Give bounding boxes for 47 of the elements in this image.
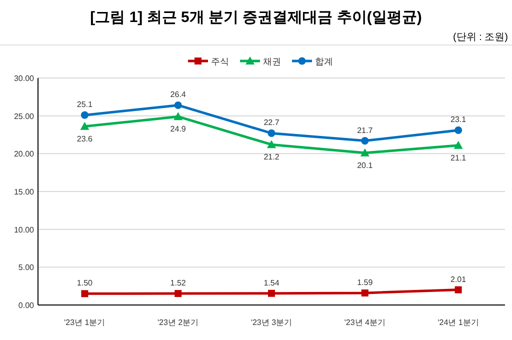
y-tick-label: 5.00 [18,263,35,272]
point [454,140,463,149]
point [361,137,369,145]
data-label: 21.1 [450,153,467,162]
point [360,148,370,156]
x-tick-label: '24년 1분기 [438,318,479,327]
point [454,126,462,134]
data-label: 23.1 [450,115,467,124]
y-tick-label: 25.00 [14,112,35,121]
data-label: 26.4 [170,90,186,100]
y-tick-label: 10.00 [14,225,35,234]
data-label: 1.50 [76,278,94,288]
y-tick-label: 0.00 [18,301,35,310]
y-tick-label: 30.00 [14,74,35,83]
point [267,140,276,148]
point [361,289,368,296]
point [174,101,182,110]
data-label: 22.7 [264,118,280,128]
data-label: 25.1 [76,100,94,110]
data-label: 1.54 [264,278,280,288]
point [81,290,88,298]
point [268,129,276,138]
data-label: 2.01 [450,274,467,284]
point [268,290,275,297]
x-tick-label: '23년 2분기 [158,318,199,327]
point [174,290,182,297]
data-label: 23.6 [76,134,94,144]
point [174,112,183,120]
legend-label: 채권 [263,56,281,66]
x-tick-label: '23년 3분기 [250,318,292,327]
data-label: 21.7 [357,126,374,135]
data-label: 24.9 [170,124,186,134]
legend-label: 주식 [211,56,229,66]
data-label: 1.52 [170,278,186,288]
point [454,286,462,294]
point [80,122,90,130]
data-label: 21.2 [264,152,280,162]
legend-label: 합계 [315,56,333,66]
data-label: 20.1 [357,160,374,170]
y-tick-label: 20.00 [14,150,35,159]
data-label: 1.59 [357,278,374,287]
x-tick-label: '23년 4분기 [344,318,386,327]
y-tick-label: 15.00 [14,188,35,196]
point [80,111,88,119]
x-tick-label: '23년 1분기 [64,318,106,327]
chart-subtitle: (단위 : 조원) [453,32,508,43]
chart-title: [그림 1] 최근 5개 분기 증권결제대금 추이(일평균) [90,9,422,26]
